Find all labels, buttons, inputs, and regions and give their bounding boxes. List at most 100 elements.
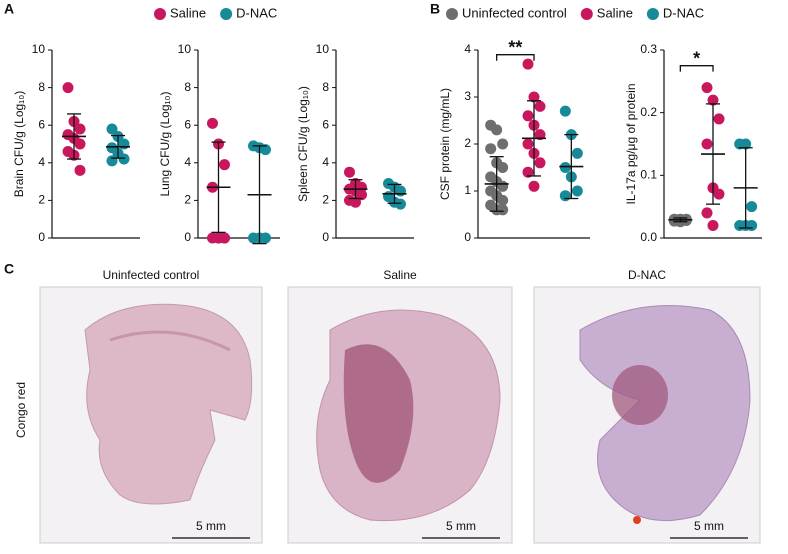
data-point (219, 159, 230, 171)
y-tick-label: 4 (464, 42, 471, 56)
data-point (356, 189, 367, 201)
scale-label: 5 mm (446, 519, 476, 533)
data-point (559, 190, 571, 202)
data-point (701, 82, 713, 94)
y-tick-label: 8 (184, 80, 191, 94)
lesion (612, 365, 668, 425)
data-point (118, 153, 130, 165)
y-tick-label: 10 (32, 42, 46, 56)
data-point (260, 232, 271, 244)
data-point (118, 138, 130, 150)
y-tick-label: 6 (38, 117, 45, 131)
image-title: Uninfected control (103, 268, 200, 282)
data-point (707, 94, 719, 106)
panel-label: B (430, 1, 440, 17)
data-point (395, 198, 406, 210)
scale-label: 5 mm (694, 519, 724, 533)
data-point (522, 166, 534, 178)
brain-section (84, 303, 253, 505)
significance-label: * (693, 48, 700, 68)
data-point (746, 219, 758, 231)
tissue-detail (109, 330, 231, 352)
legend-label: Saline (170, 5, 206, 20)
legend-label: D-NAC (236, 5, 277, 20)
significance-label: ** (508, 37, 522, 57)
legend-swatch (646, 8, 659, 20)
data-point (534, 129, 546, 141)
data-point (497, 204, 509, 216)
y-tick-label: 0.0 (640, 230, 657, 244)
y-tick-label: 2 (322, 193, 329, 207)
data-point (219, 232, 230, 244)
y-tick-label: 10 (316, 42, 330, 56)
data-point (571, 147, 583, 159)
y-tick-label: 4 (38, 155, 45, 169)
data-point (571, 185, 583, 197)
histology-images (39, 286, 761, 544)
data-point (746, 201, 758, 213)
spot (633, 516, 641, 524)
data-point (106, 123, 118, 135)
scale-label: 5 mm (196, 519, 226, 533)
y-tick-label: 0.3 (640, 42, 657, 56)
data-point (491, 124, 503, 136)
data-point (497, 180, 509, 192)
image-title: D-NAC (628, 268, 666, 282)
y-tick-label: 8 (322, 80, 329, 94)
y-tick-label: 6 (322, 117, 329, 131)
y-tick-label: 4 (184, 155, 191, 169)
legend-label: D-NAC (663, 5, 704, 20)
data-point (497, 194, 509, 206)
data-point (485, 143, 497, 155)
data-point (701, 207, 713, 219)
data-point (350, 196, 361, 208)
y-axis-label: IL-17a pg/μg of protein (624, 84, 638, 205)
panel-label: C (4, 261, 14, 277)
y-tick-label: 6 (184, 117, 191, 131)
data-point (528, 180, 540, 192)
y-axis-label: Brain CFU/g (Log₁₀) (12, 91, 26, 197)
data-point (713, 188, 725, 200)
legend-swatch (580, 8, 593, 20)
data-point (395, 185, 406, 197)
data-point (106, 155, 118, 167)
panel-label: A (4, 1, 14, 17)
data-point (522, 58, 534, 70)
y-tick-label: 2 (464, 136, 471, 150)
y-tick-label: 0.2 (640, 105, 657, 119)
data-point (740, 138, 752, 150)
data-point (707, 219, 719, 231)
y-tick-label: 0 (464, 230, 471, 244)
data-point (344, 166, 355, 178)
image-title: Saline (383, 268, 417, 282)
y-tick-label: 0 (38, 230, 45, 244)
legend-swatch (446, 8, 458, 20)
y-tick-label: 4 (322, 155, 329, 169)
data-point (559, 162, 571, 173)
legend-label: Saline (597, 5, 633, 20)
data-point (497, 162, 509, 173)
data-point (528, 91, 540, 103)
y-tick-label: 2 (184, 193, 191, 207)
data-point (62, 82, 74, 94)
stain-label: Congo red (14, 382, 28, 438)
y-tick-label: 8 (38, 80, 45, 94)
y-tick-label: 3 (464, 89, 471, 103)
legend-swatch (154, 8, 166, 20)
legend-swatch (220, 8, 233, 20)
y-tick-label: 2 (38, 193, 45, 207)
significance-bracket (496, 54, 535, 61)
significance-bracket (679, 65, 714, 72)
data-point (260, 144, 271, 156)
legend-label: Uninfected control (462, 5, 567, 20)
data-point (522, 110, 534, 122)
y-tick-label: 10 (178, 42, 192, 56)
data-point (534, 157, 546, 169)
data-point (207, 117, 218, 129)
y-tick-label: 0 (322, 230, 329, 244)
data-point (713, 113, 725, 125)
y-axis-label: Lung CFU/g (Log₁₀) (158, 91, 172, 196)
data-point (701, 138, 713, 150)
y-tick-label: 0 (184, 230, 191, 244)
